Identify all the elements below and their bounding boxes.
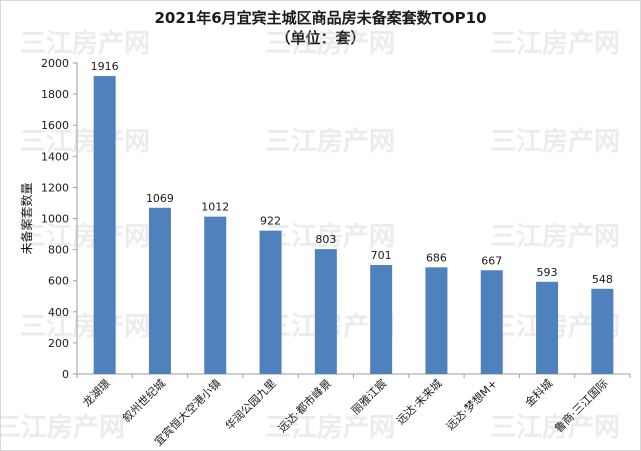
bar-10: [591, 288, 614, 374]
watermark-text: 三江房产网: [265, 413, 395, 443]
bar-1: [93, 76, 116, 374]
y-tick-label: 400: [48, 306, 69, 319]
watermark-text: 三江房产网: [490, 413, 620, 443]
watermark-text: 三江房产网: [265, 222, 395, 252]
x-tick-label: 丽雅江宸: [348, 376, 389, 417]
y-axis-title: 未备案套数量: [19, 182, 34, 254]
bar-6: [370, 264, 393, 374]
data-label: 803: [315, 233, 336, 246]
chart-subtitle: （单位：套）: [275, 29, 366, 47]
x-tick-label: 龙湖璟: [80, 377, 113, 410]
data-label: 922: [260, 215, 281, 228]
y-tick-label: 2000: [41, 57, 69, 70]
y-tick-label: 1400: [41, 150, 69, 163]
watermark-text: 三江房产网: [490, 222, 620, 252]
bar-9: [536, 281, 559, 374]
bar-7: [425, 267, 448, 374]
x-tick-label: 叙州世纪城: [119, 376, 168, 425]
y-tick-label: 1200: [41, 181, 69, 194]
x-tick-label: 远达·未来城: [394, 377, 445, 428]
watermark-text: 三江房产网: [20, 222, 150, 252]
watermark-text: 三江房产网: [265, 127, 395, 157]
chart-title: 2021年6月宜宾主城区商品房未备案套数TOP10: [154, 9, 487, 27]
bar-3: [204, 216, 227, 374]
bar-8: [480, 270, 503, 374]
bar-4: [259, 230, 282, 374]
bars: [93, 76, 614, 374]
y-tick-label: 200: [48, 337, 69, 350]
y-tick-label: 800: [48, 244, 69, 257]
watermark-text: 三江房产网: [20, 312, 150, 342]
y-tick-label: 1800: [41, 88, 69, 101]
y-tick-label: 1600: [41, 119, 69, 132]
data-label: 667: [481, 254, 502, 267]
y-tick-label: 600: [48, 275, 69, 288]
bar-5: [314, 249, 337, 374]
watermark-text: 三江房产网: [265, 29, 395, 59]
data-label: 1916: [91, 60, 119, 73]
watermark-text: 三江房产网: [20, 127, 150, 157]
data-label: 548: [592, 273, 613, 286]
watermark-text: 三江房产网: [490, 127, 620, 157]
data-label: 686: [426, 251, 447, 264]
data-label: 1012: [201, 201, 229, 214]
x-tick-label: 金科城: [522, 376, 555, 409]
watermark-text: 三江房产网: [0, 413, 125, 443]
y-tick-label: 1000: [41, 213, 69, 226]
watermark-text: 三江房产网: [490, 29, 620, 59]
y-tick-label: 0: [62, 368, 69, 381]
watermark-text: 三江房产网: [20, 29, 150, 59]
data-label: 593: [537, 266, 558, 279]
bar-2: [148, 207, 171, 374]
data-label: 701: [371, 249, 392, 262]
data-label: 1069: [146, 192, 174, 205]
